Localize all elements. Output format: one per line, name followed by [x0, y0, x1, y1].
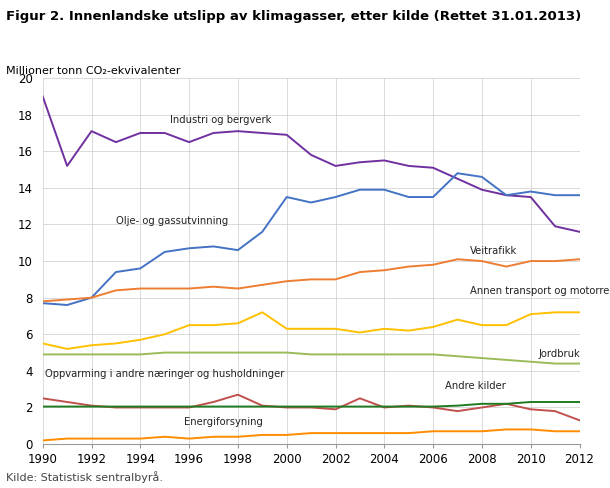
Text: Jordbruk: Jordbruk — [538, 349, 580, 359]
Text: Figur 2. Innenlandske utslipp av klimagasser, etter kilde (Rettet 31.01.2013): Figur 2. Innenlandske utslipp av klimaga… — [6, 10, 581, 23]
Text: Kilde: Statistisk sentralbyrå.: Kilde: Statistisk sentralbyrå. — [6, 471, 163, 483]
Text: Olje- og gassutvinning: Olje- og gassutvinning — [116, 216, 228, 226]
Text: Veitrafikk: Veitrafikk — [470, 246, 517, 256]
Text: Industri og bergverk: Industri og bergverk — [170, 115, 271, 125]
Text: Annen transport og motorredskaper: Annen transport og motorredskaper — [470, 286, 610, 296]
Text: Andre kilder: Andre kilder — [445, 381, 506, 390]
Text: Energiforsyning: Energiforsyning — [184, 418, 263, 427]
Text: Millioner tonn CO₂-ekvivalenter: Millioner tonn CO₂-ekvivalenter — [6, 66, 181, 76]
Text: Oppvarming i andre næringer og husholdninger: Oppvarming i andre næringer og husholdni… — [45, 368, 284, 379]
